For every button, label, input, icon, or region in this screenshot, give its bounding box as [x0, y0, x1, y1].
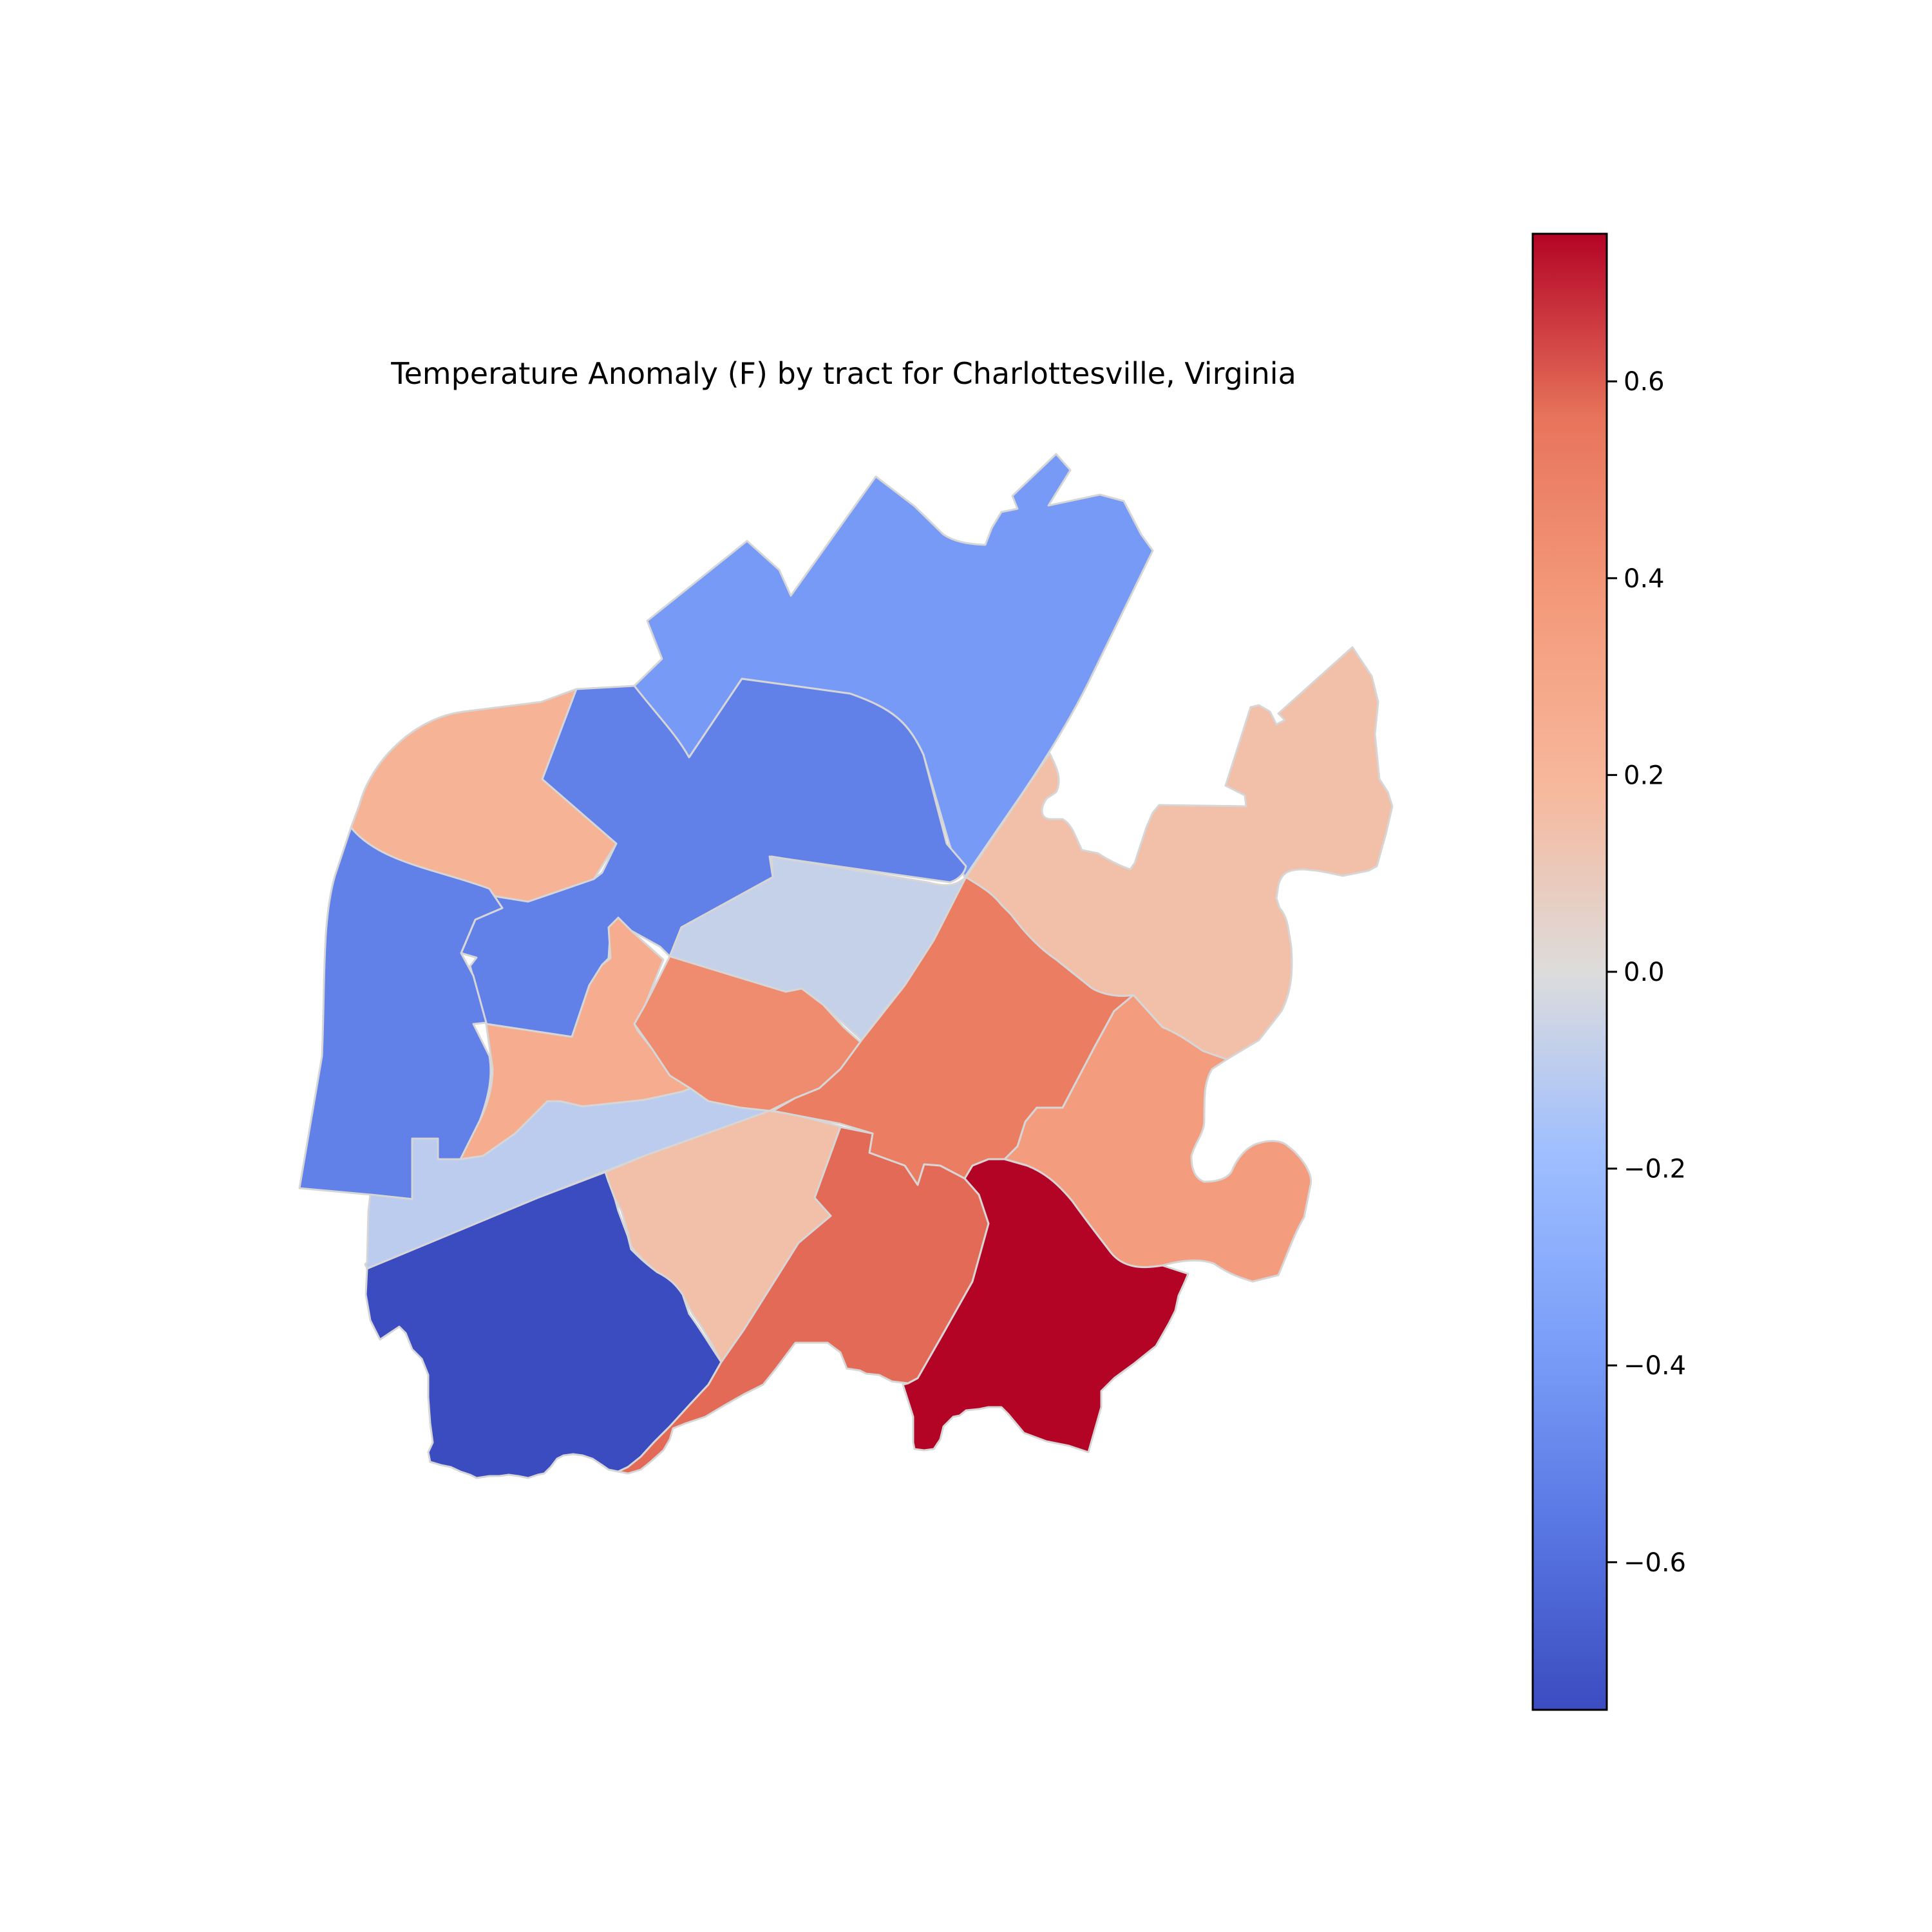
tract-southeast: [902, 1158, 1189, 1454]
colorbar-tick-label: 0.6: [1624, 367, 1665, 397]
colorbar-tick-label: −0.2: [1624, 1155, 1686, 1184]
tract-map: [298, 453, 1394, 1479]
tract-south-central: [604, 1110, 844, 1363]
tract-northeast: [965, 646, 1394, 1061]
colorbar-tick-label: −0.6: [1624, 1548, 1686, 1578]
colorbar-tick-label: 0.2: [1624, 761, 1665, 790]
colorbar: −0.6 −0.4 −0.2 0.0 0.2 0.4 0.6: [1531, 232, 1686, 1711]
colorbar-ticks: −0.6 −0.4 −0.2 0.0 0.2 0.4 0.6: [1607, 367, 1686, 1578]
colorbar-gradient: [1531, 232, 1608, 1711]
tract-west: [298, 826, 504, 1200]
colorbar-tick-label: 0.4: [1624, 564, 1665, 594]
colorbar-tick-label: 0.0: [1624, 958, 1665, 987]
map-title: Temperature Anomaly (F) by tract for Cha…: [390, 356, 1296, 391]
colorbar-tick-label: −0.4: [1624, 1351, 1686, 1381]
